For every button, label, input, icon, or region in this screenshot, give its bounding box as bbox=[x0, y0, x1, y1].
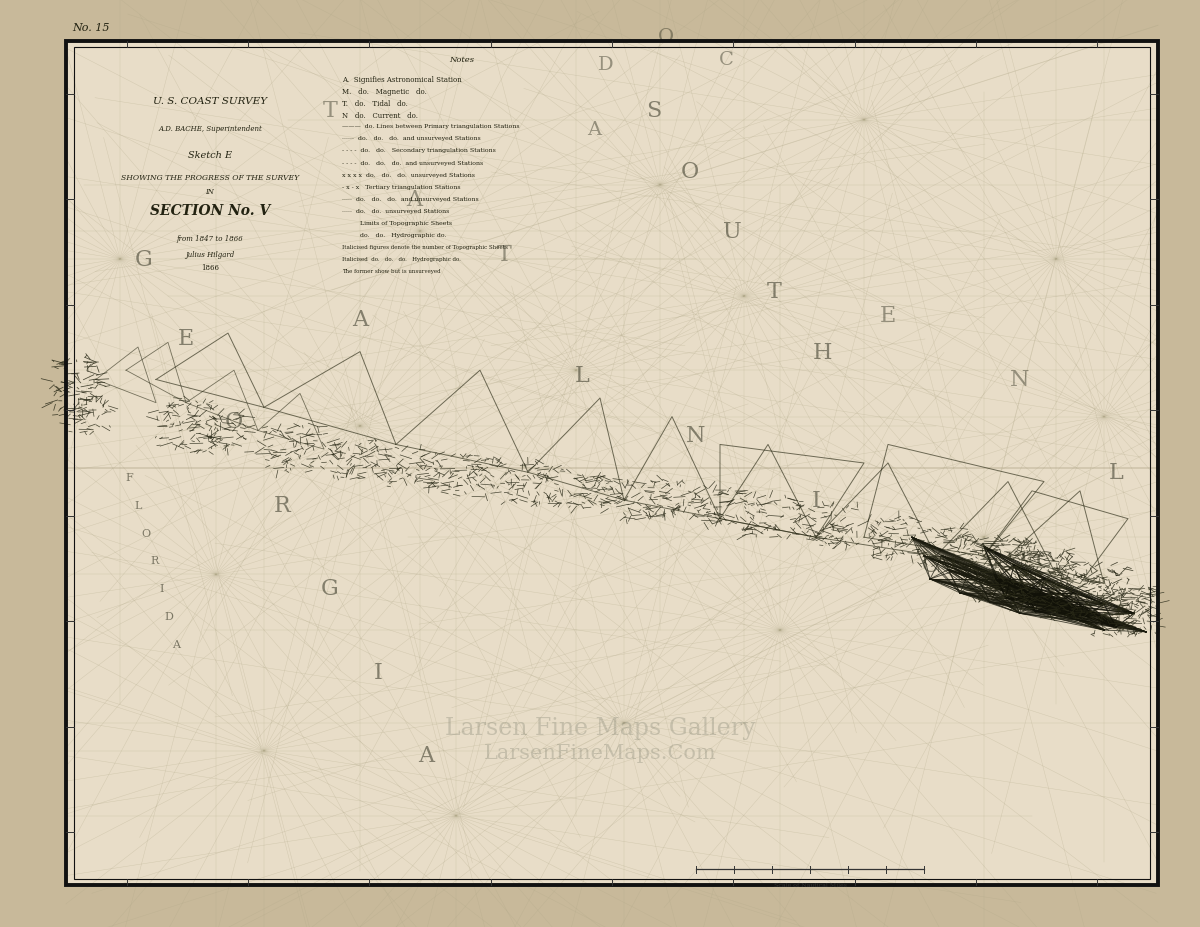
Text: F: F bbox=[126, 473, 133, 482]
Text: A: A bbox=[173, 640, 180, 649]
Text: O: O bbox=[680, 160, 700, 183]
Text: M.   do.   Magnetic   do.: M. do. Magnetic do. bbox=[342, 88, 427, 96]
Text: do.   do.   Hydrographic do.: do. do. Hydrographic do. bbox=[342, 233, 446, 237]
Text: ———  do. Lines between Primary triangulation Stations: ——— do. Lines between Primary triangulat… bbox=[342, 124, 520, 129]
Text: 1866: 1866 bbox=[202, 264, 220, 273]
Text: IN: IN bbox=[205, 188, 215, 197]
Text: Larsen Fine Maps Gallery: Larsen Fine Maps Gallery bbox=[445, 717, 755, 739]
Text: A: A bbox=[406, 188, 422, 210]
Text: - - - -  do.   do.   Secondary triangulation Stations: - - - - do. do. Secondary triangulation … bbox=[342, 148, 496, 153]
Text: Italicised figures denote the number of Topographic Sheets: Italicised figures denote the number of … bbox=[342, 245, 508, 249]
Text: O: O bbox=[658, 28, 674, 46]
Text: T: T bbox=[323, 100, 337, 122]
Text: The former show but is unsurveyed: The former show but is unsurveyed bbox=[342, 269, 440, 273]
Text: S: S bbox=[647, 100, 661, 122]
Text: Julius Hilgard: Julius Hilgard bbox=[185, 250, 235, 259]
Text: I: I bbox=[811, 489, 821, 512]
Text: T: T bbox=[497, 244, 511, 266]
Text: L: L bbox=[134, 501, 142, 510]
Text: N: N bbox=[1010, 369, 1030, 391]
Text: L: L bbox=[1109, 462, 1123, 484]
Text: LarsenFineMaps.Com: LarsenFineMaps.Com bbox=[484, 743, 716, 762]
Text: A.  Signifies Astronomical Station: A. Signifies Astronomical Station bbox=[342, 76, 462, 84]
Text: Limits of Topographic Sheets: Limits of Topographic Sheets bbox=[342, 221, 452, 225]
Bar bbox=[74, 48, 1150, 879]
Text: N: N bbox=[686, 425, 706, 447]
Text: ·····  do.   do.  unsurveyed Stations: ····· do. do. unsurveyed Stations bbox=[342, 209, 449, 213]
Text: C: C bbox=[1036, 550, 1052, 572]
Text: N   do.   Current   do.: N do. Current do. bbox=[342, 112, 418, 121]
Text: L: L bbox=[575, 364, 589, 387]
Text: A: A bbox=[352, 309, 368, 331]
Text: U. S. COAST SURVEY: U. S. COAST SURVEY bbox=[152, 97, 268, 107]
Text: E: E bbox=[880, 304, 896, 326]
Text: G: G bbox=[136, 248, 152, 271]
Text: I: I bbox=[160, 584, 164, 593]
Text: Notes: Notes bbox=[450, 56, 474, 64]
Text: Italicised  do.   do.   do.   Hydrographic do.: Italicised do. do. do. Hydrographic do. bbox=[342, 257, 461, 261]
Text: A: A bbox=[418, 744, 434, 767]
Text: E: E bbox=[178, 327, 194, 349]
Text: O: O bbox=[224, 411, 244, 433]
Text: T.   do.   Tidal   do.: T. do. Tidal do. bbox=[342, 100, 408, 108]
Text: H: H bbox=[812, 341, 832, 363]
Text: SHOWING THE PROGRESS OF THE SURVEY: SHOWING THE PROGRESS OF THE SURVEY bbox=[121, 173, 299, 182]
Text: Sketch E: Sketch E bbox=[188, 151, 232, 160]
Text: SECTION No. V: SECTION No. V bbox=[150, 204, 270, 218]
Text: from 1847 to 1866: from 1847 to 1866 bbox=[176, 235, 244, 243]
Text: R: R bbox=[274, 494, 290, 516]
Text: C: C bbox=[922, 554, 938, 577]
Text: ······  do.   do.   do.  and unsurveyed Stations: ······ do. do. do. and unsurveyed Statio… bbox=[342, 136, 481, 141]
Text: G: G bbox=[322, 578, 338, 600]
Text: - x - x   Tertiary triangulation Stations: - x - x Tertiary triangulation Stations bbox=[342, 184, 461, 189]
Text: O: O bbox=[142, 528, 151, 538]
Text: No. 15: No. 15 bbox=[72, 22, 109, 32]
Text: A.D. BACHE, Superintendent: A.D. BACHE, Superintendent bbox=[158, 125, 262, 133]
Text: - - - -  do.   do.   do.  and unsurveyed Stations: - - - - do. do. do. and unsurveyed Stati… bbox=[342, 160, 484, 165]
Text: Scale of Nautical Miles: Scale of Nautical Miles bbox=[774, 882, 846, 886]
Text: T: T bbox=[767, 281, 781, 303]
Text: ·····  do.   do.   do.  and unsurveyed Stations: ····· do. do. do. and unsurveyed Station… bbox=[342, 197, 479, 201]
Text: D: D bbox=[164, 612, 174, 621]
Text: C: C bbox=[719, 51, 733, 70]
Text: D: D bbox=[598, 56, 614, 74]
Text: I: I bbox=[373, 661, 383, 683]
Text: x x x x  do.   do.   do.  unsurveyed Stations: x x x x do. do. do. unsurveyed Stations bbox=[342, 172, 475, 177]
Text: U: U bbox=[722, 221, 742, 243]
Text: A: A bbox=[587, 121, 601, 139]
Text: R: R bbox=[151, 556, 158, 565]
